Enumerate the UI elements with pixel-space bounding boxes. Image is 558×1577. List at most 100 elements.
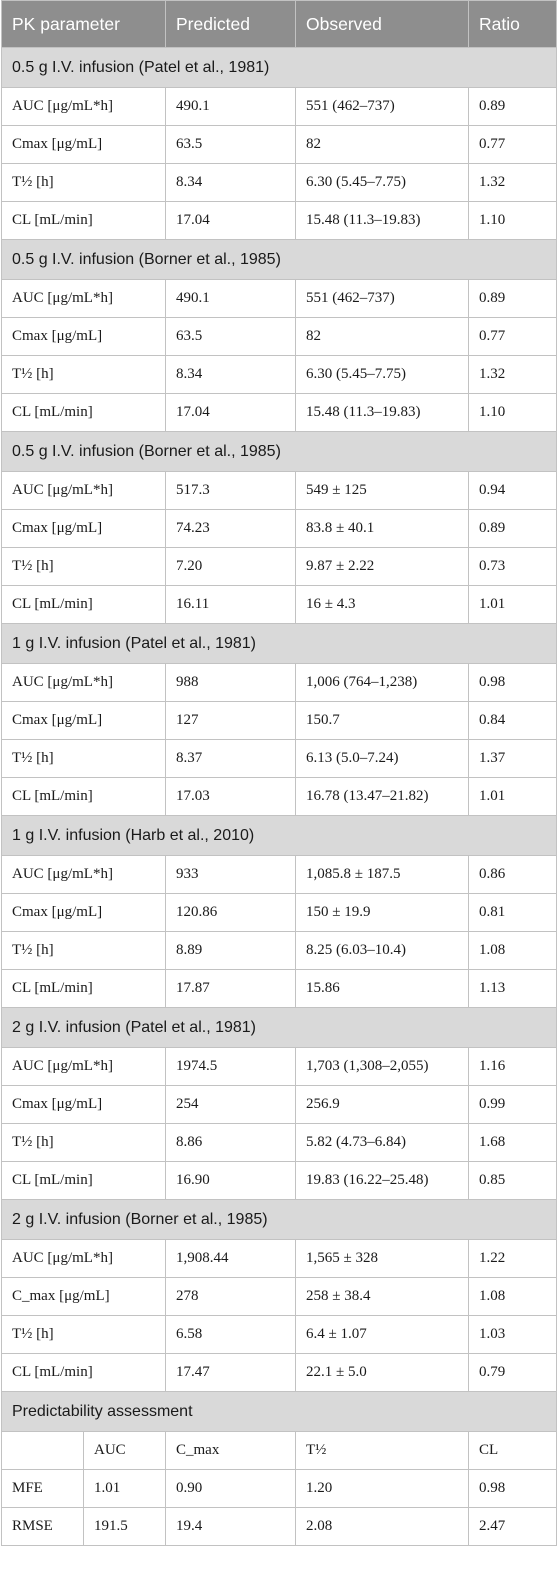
observed-cell: 15.48 (11.3–19.83) <box>295 393 469 432</box>
predicted-cell: 17.47 <box>165 1353 296 1392</box>
predicted-cell: 988 <box>165 663 296 702</box>
group-title: 2 g I.V. infusion (Patel et al., 1981) <box>1 1007 557 1048</box>
predicted-cell: 63.5 <box>165 317 296 356</box>
observed-cell: 6.13 (5.0–7.24) <box>295 739 469 778</box>
predicted-cell: 7.20 <box>165 547 296 586</box>
ratio-cell: 0.89 <box>468 279 557 318</box>
parameter-cell: Cmax [μg/mL] <box>1 893 166 932</box>
table-row: CL [mL/min] 17.04 15.48 (11.3–19.83) 1.10 <box>1 201 557 240</box>
observed-cell: 15.48 (11.3–19.83) <box>295 201 469 240</box>
table-row: AUC [μg/mL*h] 1,908.44 1,565 ± 328 1.22 <box>1 1239 557 1278</box>
table-row: Cmax [μg/mL] 254 256.9 0.99 <box>1 1085 557 1124</box>
predicted-cell: 8.34 <box>165 163 296 202</box>
group-title: 0.5 g I.V. infusion (Borner et al., 1985… <box>1 239 557 280</box>
ratio-cell: 1.13 <box>468 969 557 1008</box>
parameter-cell: Cmax [μg/mL] <box>1 125 166 164</box>
observed-cell: 6.4 ± 1.07 <box>295 1315 469 1354</box>
group-title: 0.5 g I.V. infusion (Patel et al., 1981) <box>1 47 557 88</box>
observed-cell: 19.83 (16.22–25.48) <box>295 1161 469 1200</box>
ratio-cell: 1.10 <box>468 393 557 432</box>
table-row: CL [mL/min] 16.90 19.83 (16.22–25.48) 0.85 <box>1 1161 557 1200</box>
ratio-cell: 0.73 <box>468 547 557 586</box>
parameter-cell: T½ [h] <box>1 547 166 586</box>
table-row: C_max [μg/mL] 278 258 ± 38.4 1.08 <box>1 1277 557 1316</box>
observed-cell: 549 ± 125 <box>295 471 469 510</box>
predicted-cell: 16.90 <box>165 1161 296 1200</box>
assessment-metric-label: MFE <box>1 1469 84 1508</box>
table-row: T½ [h] 8.89 8.25 (6.03–10.4) 1.08 <box>1 931 557 970</box>
ratio-cell: 1.01 <box>468 777 557 816</box>
assessment-row: MFE 1.01 0.90 1.20 0.98 <box>1 1469 557 1508</box>
assessment-column-label <box>1 1431 84 1470</box>
observed-cell: 5.82 (4.73–6.84) <box>295 1123 469 1162</box>
assessment-column-label: AUC <box>83 1431 166 1470</box>
assessment-value-cell: 1.01 <box>83 1469 166 1508</box>
predicted-cell: 517.3 <box>165 471 296 510</box>
predicted-cell: 8.86 <box>165 1123 296 1162</box>
ratio-cell: 1.32 <box>468 355 557 394</box>
predicted-cell: 1974.5 <box>165 1047 296 1086</box>
observed-cell: 258 ± 38.4 <box>295 1277 469 1316</box>
ratio-cell: 1.22 <box>468 1239 557 1278</box>
table-row: CL [mL/min] 17.47 22.1 ± 5.0 0.79 <box>1 1353 557 1392</box>
ratio-cell: 0.99 <box>468 1085 557 1124</box>
ratio-cell: 0.86 <box>468 855 557 894</box>
table-row: CL [mL/min] 17.04 15.48 (11.3–19.83) 1.10 <box>1 393 557 432</box>
ratio-cell: 1.08 <box>468 931 557 970</box>
table-header-row: PK parameter Predicted Observed Ratio <box>1 0 557 48</box>
predicted-cell: 1,908.44 <box>165 1239 296 1278</box>
header-predicted: Predicted <box>165 0 296 48</box>
observed-cell: 83.8 ± 40.1 <box>295 509 469 548</box>
observed-cell: 8.25 (6.03–10.4) <box>295 931 469 970</box>
ratio-cell: 1.32 <box>468 163 557 202</box>
observed-cell: 9.87 ± 2.22 <box>295 547 469 586</box>
group-title: 1 g I.V. infusion (Patel et al., 1981) <box>1 623 557 664</box>
predicted-cell: 933 <box>165 855 296 894</box>
table-row: CL [mL/min] 16.11 16 ± 4.3 1.01 <box>1 585 557 624</box>
table-row: AUC [μg/mL*h] 517.3 549 ± 125 0.94 <box>1 471 557 510</box>
parameter-cell: T½ [h] <box>1 739 166 778</box>
parameter-cell: AUC [μg/mL*h] <box>1 279 166 318</box>
group-title: 1 g I.V. infusion (Harb et al., 2010) <box>1 815 557 856</box>
assessment-value-cell: 0.98 <box>468 1469 557 1508</box>
group-header-row: 2 g I.V. infusion (Borner et al., 1985) <box>1 1199 557 1240</box>
predicted-cell: 254 <box>165 1085 296 1124</box>
table-row: AUC [μg/mL*h] 490.1 551 (462–737) 0.89 <box>1 87 557 126</box>
ratio-cell: 0.89 <box>468 509 557 548</box>
observed-cell: 22.1 ± 5.0 <box>295 1353 469 1392</box>
table-row: T½ [h] 7.20 9.87 ± 2.22 0.73 <box>1 547 557 586</box>
assessment-value-cell: 2.47 <box>468 1507 557 1546</box>
assessment-value-cell: 0.90 <box>165 1469 296 1508</box>
ratio-cell: 0.84 <box>468 701 557 740</box>
table-row: CL [mL/min] 17.03 16.78 (13.47–21.82) 1.01 <box>1 777 557 816</box>
group-title: 2 g I.V. infusion (Borner et al., 1985) <box>1 1199 557 1240</box>
parameter-cell: CL [mL/min] <box>1 393 166 432</box>
group-header-row: 0.5 g I.V. infusion (Patel et al., 1981) <box>1 47 557 88</box>
predicted-cell: 6.58 <box>165 1315 296 1354</box>
observed-cell: 256.9 <box>295 1085 469 1124</box>
table-row: Cmax [μg/mL] 74.23 83.8 ± 40.1 0.89 <box>1 509 557 548</box>
parameter-cell: T½ [h] <box>1 163 166 202</box>
predicted-cell: 63.5 <box>165 125 296 164</box>
table-row: T½ [h] 8.86 5.82 (4.73–6.84) 1.68 <box>1 1123 557 1162</box>
assessment-column-label: T½ <box>295 1431 469 1470</box>
ratio-cell: 0.81 <box>468 893 557 932</box>
group-header-row: 0.5 g I.V. infusion (Borner et al., 1985… <box>1 431 557 472</box>
parameter-cell: T½ [h] <box>1 355 166 394</box>
assessment-value-cell: 191.5 <box>83 1507 166 1546</box>
parameter-cell: Cmax [μg/mL] <box>1 701 166 740</box>
parameter-cell: C_max [μg/mL] <box>1 1277 166 1316</box>
ratio-cell: 0.77 <box>468 125 557 164</box>
predicted-cell: 8.89 <box>165 931 296 970</box>
group-title: 0.5 g I.V. infusion (Borner et al., 1985… <box>1 431 557 472</box>
observed-cell: 150 ± 19.9 <box>295 893 469 932</box>
table-row: T½ [h] 8.37 6.13 (5.0–7.24) 1.37 <box>1 739 557 778</box>
parameter-cell: AUC [μg/mL*h] <box>1 1239 166 1278</box>
parameter-cell: T½ [h] <box>1 1123 166 1162</box>
table-row: AUC [μg/mL*h] 1974.5 1,703 (1,308–2,055) 1.… <box>1 1047 557 1086</box>
parameter-cell: CL [mL/min] <box>1 585 166 624</box>
ratio-cell: 0.89 <box>468 87 557 126</box>
observed-cell: 551 (462–737) <box>295 279 469 318</box>
assessment-value-cell: 2.08 <box>295 1507 469 1546</box>
table-row: Cmax [μg/mL] 120.86 150 ± 19.9 0.81 <box>1 893 557 932</box>
